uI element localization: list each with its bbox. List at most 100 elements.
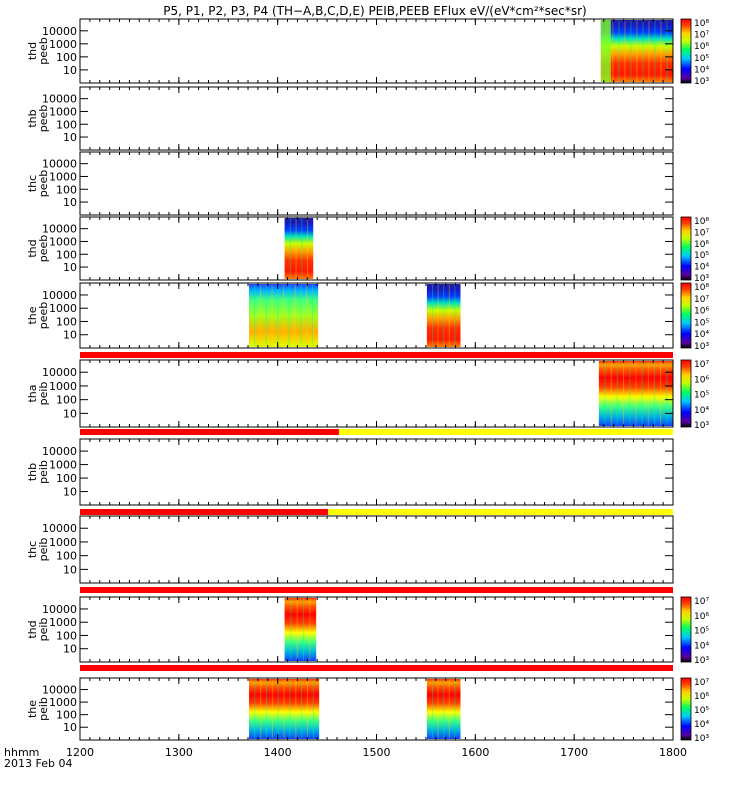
y-tick-label: 100 bbox=[56, 315, 77, 328]
panel-frame bbox=[79, 359, 674, 428]
colorbar bbox=[680, 216, 692, 281]
colorbar bbox=[680, 677, 692, 741]
colorbar-label: 10⁶ bbox=[694, 307, 709, 317]
y-tick-label: 1000 bbox=[49, 302, 77, 315]
y-tick-label: 10 bbox=[63, 486, 77, 499]
colorbar-label: 10⁵ bbox=[694, 391, 709, 401]
panel-label: peib bbox=[37, 382, 50, 406]
panel-label: thc bbox=[26, 175, 39, 192]
colorbar-label: 10⁴ bbox=[694, 720, 709, 730]
x-tick-label: 1600 bbox=[461, 746, 489, 759]
x-tick-label: 1400 bbox=[264, 746, 292, 759]
colorbar-label: 10⁵ bbox=[694, 251, 709, 261]
colorbar-label: 10⁵ bbox=[694, 318, 709, 328]
panel-frame bbox=[79, 677, 674, 741]
spectrum-block bbox=[249, 284, 319, 347]
status-bar-segment bbox=[328, 509, 673, 515]
panel-label: thc bbox=[26, 541, 39, 558]
figure-title: P5, P1, P2, P3, P4 (TH−A,B,C,D,E) PEIB,P… bbox=[163, 4, 586, 18]
colorbar-label: 10³ bbox=[694, 342, 709, 352]
y-tick-label: 100 bbox=[56, 550, 77, 563]
spectrum-block bbox=[249, 679, 320, 739]
y-tick-label: 10000 bbox=[42, 366, 77, 379]
y-tick-label: 100 bbox=[56, 629, 77, 642]
colorbar-label: 10⁷ bbox=[694, 295, 709, 305]
panel-frame bbox=[79, 596, 674, 663]
colorbar-label: 10⁵ bbox=[694, 627, 709, 637]
y-tick-label: 10 bbox=[63, 407, 77, 420]
y-tick-label: 10000 bbox=[42, 223, 77, 236]
colorbar-label: 10⁶ bbox=[694, 42, 709, 52]
colorbar-label: 10⁴ bbox=[694, 641, 709, 651]
colorbar-label: 10⁴ bbox=[694, 65, 709, 75]
panel-frame bbox=[79, 515, 674, 584]
colorbar-label: 10⁸ bbox=[694, 217, 709, 227]
y-tick-label: 10000 bbox=[42, 603, 77, 616]
colorbar-label: 10⁶ bbox=[694, 612, 709, 622]
x-tick-label: 1300 bbox=[165, 746, 193, 759]
y-tick-label: 1000 bbox=[49, 459, 77, 472]
y-tick-label: 1000 bbox=[49, 235, 77, 248]
panel-label: thd bbox=[26, 42, 39, 60]
panel-frame bbox=[79, 216, 674, 281]
colorbar-label: 10³ bbox=[694, 734, 709, 744]
y-tick-label: 100 bbox=[56, 394, 77, 407]
colorbar-label: 10⁷ bbox=[694, 31, 709, 41]
y-tick-label: 10000 bbox=[42, 445, 77, 458]
y-tick-label: 10 bbox=[63, 261, 77, 274]
colorbar-label: 10⁴ bbox=[694, 263, 709, 273]
y-tick-label: 100 bbox=[56, 472, 77, 485]
y-tick-label: 10 bbox=[63, 64, 77, 77]
y-tick-label: 1000 bbox=[49, 696, 77, 709]
status-bar-segment bbox=[80, 509, 329, 515]
spectrum-block bbox=[600, 20, 673, 82]
panel-label: thd bbox=[26, 239, 39, 257]
panel-frame bbox=[79, 151, 674, 216]
y-tick-label: 100 bbox=[56, 248, 77, 261]
status-bar-segment bbox=[80, 587, 673, 593]
panel-frame bbox=[79, 438, 674, 506]
y-tick-label: 10 bbox=[63, 563, 77, 576]
status-bar-segment bbox=[80, 665, 673, 671]
colorbar-label: 10⁷ bbox=[694, 360, 709, 370]
colorbar-label: 10⁵ bbox=[694, 706, 709, 716]
colorbar bbox=[680, 359, 692, 428]
y-tick-label: 100 bbox=[56, 51, 77, 64]
spectrum-block bbox=[284, 598, 317, 661]
colorbar-label: 10⁸ bbox=[694, 19, 709, 29]
spectrum-block bbox=[426, 284, 461, 347]
y-tick-label: 100 bbox=[56, 183, 77, 196]
panel-label: thb bbox=[26, 463, 39, 481]
y-tick-label: 100 bbox=[56, 709, 77, 722]
panel-label: tha bbox=[26, 384, 39, 402]
y-tick-label: 10000 bbox=[42, 684, 77, 697]
panel-label: peeb bbox=[37, 37, 50, 65]
y-tick-label: 10000 bbox=[42, 289, 77, 302]
y-tick-label: 1000 bbox=[49, 616, 77, 629]
y-tick-label: 100 bbox=[56, 118, 77, 131]
x-axis-label: hhmm bbox=[4, 746, 39, 759]
colorbar-label: 10⁶ bbox=[694, 692, 709, 702]
y-tick-label: 10000 bbox=[42, 25, 77, 38]
status-bar-segment bbox=[80, 429, 339, 435]
panel-label: thb bbox=[26, 109, 39, 127]
panel-label: peib bbox=[37, 618, 50, 642]
y-tick-label: 10000 bbox=[42, 93, 77, 106]
colorbar-label: 10⁶ bbox=[694, 375, 709, 385]
colorbar-label: 10⁵ bbox=[694, 54, 709, 64]
panel-label: peib bbox=[37, 697, 50, 721]
y-tick-label: 1000 bbox=[49, 380, 77, 393]
panel-frame bbox=[79, 18, 674, 84]
status-bar-segment bbox=[80, 352, 673, 358]
colorbar bbox=[680, 596, 692, 663]
panel-label: thd bbox=[26, 620, 39, 638]
colorbar-label: 10⁷ bbox=[694, 678, 709, 688]
panel-label: the bbox=[26, 700, 39, 718]
